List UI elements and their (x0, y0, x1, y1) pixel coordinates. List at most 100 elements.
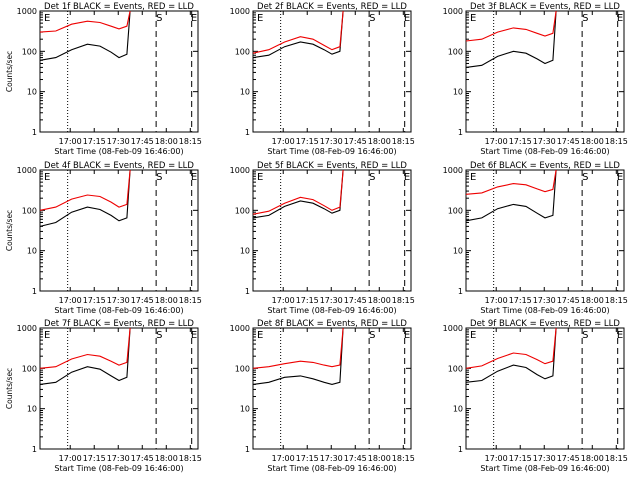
series-lld (39, 10, 131, 33)
x-axis-label: Start Time (08-Feb-09 16:46:00) (54, 306, 183, 315)
x-tick-label: 18:00 (581, 296, 604, 305)
panel-det-5: Det 5f BLACK = Events, RED = LLD 1 10 100 10… (230, 161, 415, 315)
y-tick-label: 1000 (230, 166, 250, 175)
x-tick-label: 17:15 (83, 454, 106, 463)
y-tick-label: 1 (458, 287, 463, 296)
y-tick-label: 1 (32, 445, 37, 454)
x-tick-label: 17:30 (107, 454, 130, 463)
x-tick-label: 18:15 (392, 454, 415, 463)
panel-det-4: Det 4f BLACK = Events, RED = LLD 1 10 100 10… (5, 161, 202, 315)
y-tick-label: 1000 (443, 7, 463, 16)
x-tick-label: 17:45 (344, 137, 367, 146)
event-marker-e: E (191, 172, 197, 183)
y-tick-label: 1 (245, 128, 250, 137)
series-events (465, 327, 557, 383)
event-marker-e: E (470, 172, 476, 183)
x-tick-label: 17:45 (131, 137, 154, 146)
series-lld (252, 10, 344, 54)
y-tick-label: 1 (32, 287, 37, 296)
plot-frame (39, 169, 199, 292)
x-tick-label: 17:30 (320, 137, 343, 146)
x-tick-label: 17:00 (272, 454, 295, 463)
x-tick-label: 17:15 (509, 454, 532, 463)
panel-det-9: Det 9f BLACK = Events, RED = LLD 1 10 100 10… (443, 319, 628, 473)
y-tick-label: 1 (458, 128, 463, 137)
event-marker-e: E (470, 13, 476, 24)
x-tick-label: 17:30 (107, 137, 130, 146)
plot-frame (252, 10, 412, 133)
event-marker-e: E (470, 330, 476, 341)
x-axis-label: Start Time (08-Feb-09 16:46:00) (267, 306, 396, 315)
x-tick-label: 18:00 (155, 137, 178, 146)
panel-title: Det 4f BLACK = Events, RED = LLD (44, 161, 194, 171)
x-tick-label: 17:30 (320, 454, 343, 463)
series-events (252, 327, 344, 385)
x-tick-label: 17:15 (83, 137, 106, 146)
plot-frame (252, 327, 412, 450)
y-tick-label: 10 (27, 88, 37, 97)
event-marker-s: S (156, 330, 162, 341)
event-marker-e: E (44, 172, 50, 183)
event-marker-s: S (156, 172, 162, 183)
event-marker-s: S (156, 13, 162, 24)
y-tick-label: 100 (22, 47, 37, 56)
x-tick-label: 18:00 (368, 454, 391, 463)
series-events (465, 10, 557, 68)
x-tick-label: 17:45 (131, 296, 154, 305)
y-tick-label: 100 (448, 364, 463, 373)
x-tick-label: 18:15 (605, 296, 628, 305)
x-tick-label: 17:30 (320, 296, 343, 305)
y-tick-label: 100 (22, 206, 37, 215)
series-lld (465, 327, 557, 369)
x-tick-label: 18:00 (581, 137, 604, 146)
y-tick-label: 1 (458, 445, 463, 454)
y-tick-label: 10 (240, 88, 250, 97)
x-tick-label: 17:15 (83, 296, 106, 305)
panel-title: Det 2f BLACK = Events, RED = LLD (257, 2, 407, 12)
y-tick-label: 100 (235, 47, 250, 56)
event-marker-e: E (617, 13, 623, 24)
x-tick-label: 17:30 (533, 454, 556, 463)
y-tick-label: 10 (453, 88, 463, 97)
x-axis-label: Start Time (08-Feb-09 16:46:00) (480, 306, 609, 315)
x-tick-label: 17:45 (557, 137, 580, 146)
panel-title: Det 3f BLACK = Events, RED = LLD (470, 2, 620, 12)
y-tick-label: 100 (235, 206, 250, 215)
y-tick-label: 1000 (17, 7, 37, 16)
x-tick-label: 18:00 (155, 296, 178, 305)
panel-det-6: Det 6f BLACK = Events, RED = LLD 1 10 100 10… (443, 161, 628, 315)
x-tick-label: 17:15 (296, 454, 319, 463)
plot-frame (39, 327, 199, 450)
panel-det-7: Det 7f BLACK = Events, RED = LLD 1 10 100 10… (5, 319, 202, 473)
series-events (465, 169, 557, 222)
series-lld (252, 169, 344, 215)
event-marker-e: E (191, 330, 197, 341)
event-marker-e: E (44, 330, 50, 341)
x-tick-label: 18:15 (605, 137, 628, 146)
y-tick-label: 1000 (443, 324, 463, 333)
panel-det-8: Det 8f BLACK = Events, RED = LLD 1 10 100 10… (230, 319, 415, 473)
event-marker-e: E (44, 13, 50, 24)
y-tick-label: 1 (245, 287, 250, 296)
event-marker-e: E (257, 13, 263, 24)
event-marker-e: E (404, 13, 410, 24)
series-lld (252, 327, 344, 369)
x-tick-label: 17:15 (296, 296, 319, 305)
y-tick-label: 100 (235, 364, 250, 373)
y-tick-label: 10 (27, 247, 37, 256)
event-marker-e: E (257, 172, 263, 183)
y-tick-label: 100 (448, 206, 463, 215)
panel-title: Det 6f BLACK = Events, RED = LLD (470, 161, 620, 171)
series-events (39, 10, 131, 61)
x-tick-label: 17:30 (107, 296, 130, 305)
y-tick-label: 10 (240, 405, 250, 414)
x-tick-label: 17:00 (485, 296, 508, 305)
event-marker-s: S (582, 330, 588, 341)
panel-title: Det 7f BLACK = Events, RED = LLD (44, 319, 194, 329)
x-tick-label: 17:15 (509, 296, 532, 305)
x-tick-label: 17:00 (59, 296, 82, 305)
series-lld (39, 169, 131, 211)
series-events (252, 169, 344, 219)
series-lld (465, 10, 557, 42)
x-axis-label: Start Time (08-Feb-09 16:46:00) (267, 464, 396, 473)
